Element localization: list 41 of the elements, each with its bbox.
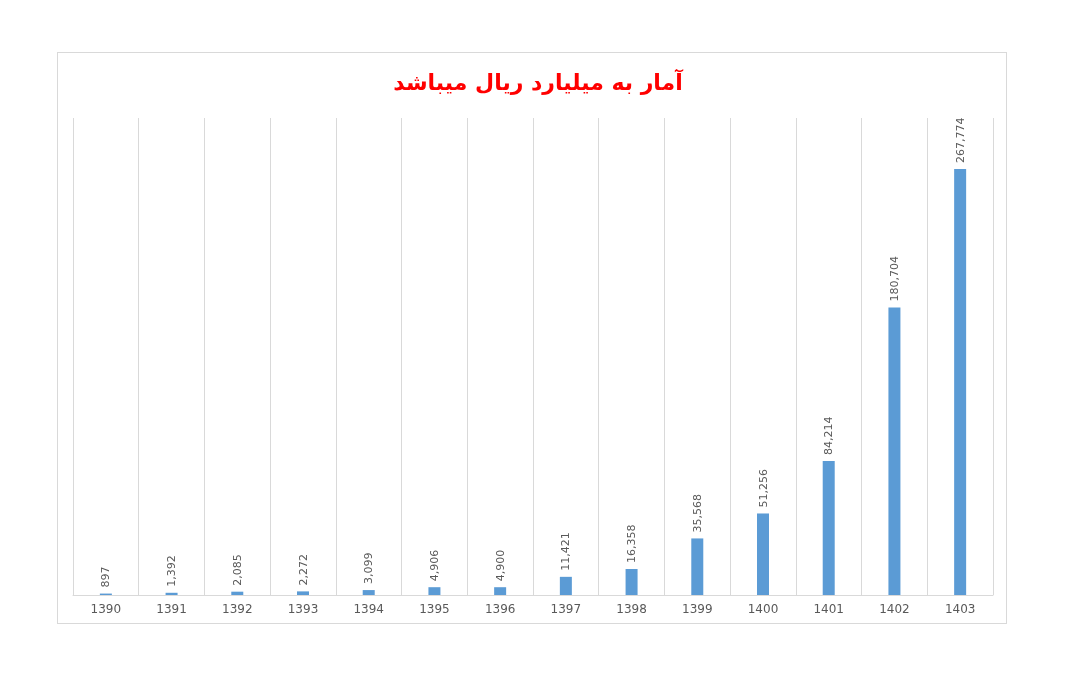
data-label: 3,099 bbox=[362, 552, 376, 585]
data-label: 897 bbox=[99, 566, 113, 588]
bar bbox=[559, 576, 572, 595]
data-label: 4,906 bbox=[427, 549, 441, 582]
bar bbox=[362, 590, 375, 595]
x-tick-label: 1399 bbox=[682, 602, 713, 616]
data-label: 51,256 bbox=[756, 468, 770, 508]
data-label: 84,214 bbox=[822, 416, 836, 456]
data-label: 2,085 bbox=[230, 554, 244, 586]
bar bbox=[494, 587, 507, 595]
chart-title: آمار به میلیارد ریال میباشد bbox=[393, 67, 684, 95]
x-tick-label: 1398 bbox=[616, 602, 647, 616]
data-label: 1,392 bbox=[165, 555, 179, 587]
x-tick-label: 1396 bbox=[484, 602, 516, 616]
bar bbox=[822, 461, 835, 595]
x-tick-label: 1394 bbox=[353, 602, 384, 616]
x-tick-label: 1395 bbox=[419, 602, 450, 616]
x-tick-label: 1400 bbox=[747, 602, 779, 616]
bar bbox=[625, 568, 638, 595]
x-tick-label: 1402 bbox=[879, 602, 910, 616]
x-tick-label: 1392 bbox=[222, 602, 253, 616]
bar bbox=[691, 538, 704, 595]
bar bbox=[428, 587, 441, 595]
x-tick-label: 1391 bbox=[156, 602, 187, 616]
x-tick-label: 1401 bbox=[813, 602, 844, 616]
bar bbox=[231, 591, 244, 595]
data-label: 2,272 bbox=[296, 553, 310, 586]
data-label: 4,900 bbox=[493, 549, 507, 582]
bar bbox=[757, 513, 769, 595]
x-tick-label: 1397 bbox=[550, 602, 582, 616]
data-label: 35,568 bbox=[690, 493, 704, 533]
data-label: 16,358 bbox=[625, 524, 639, 563]
x-tick-label: 1390 bbox=[90, 602, 122, 616]
bar bbox=[297, 591, 309, 595]
data-label: 180,704 bbox=[887, 256, 901, 302]
bar bbox=[888, 307, 901, 595]
bar bbox=[954, 169, 967, 595]
data-label: 11,421 bbox=[559, 532, 573, 571]
data-label: 267,774 bbox=[953, 117, 967, 164]
x-tick-label: 1403 bbox=[944, 602, 976, 616]
x-tick-label: 1393 bbox=[287, 602, 319, 616]
